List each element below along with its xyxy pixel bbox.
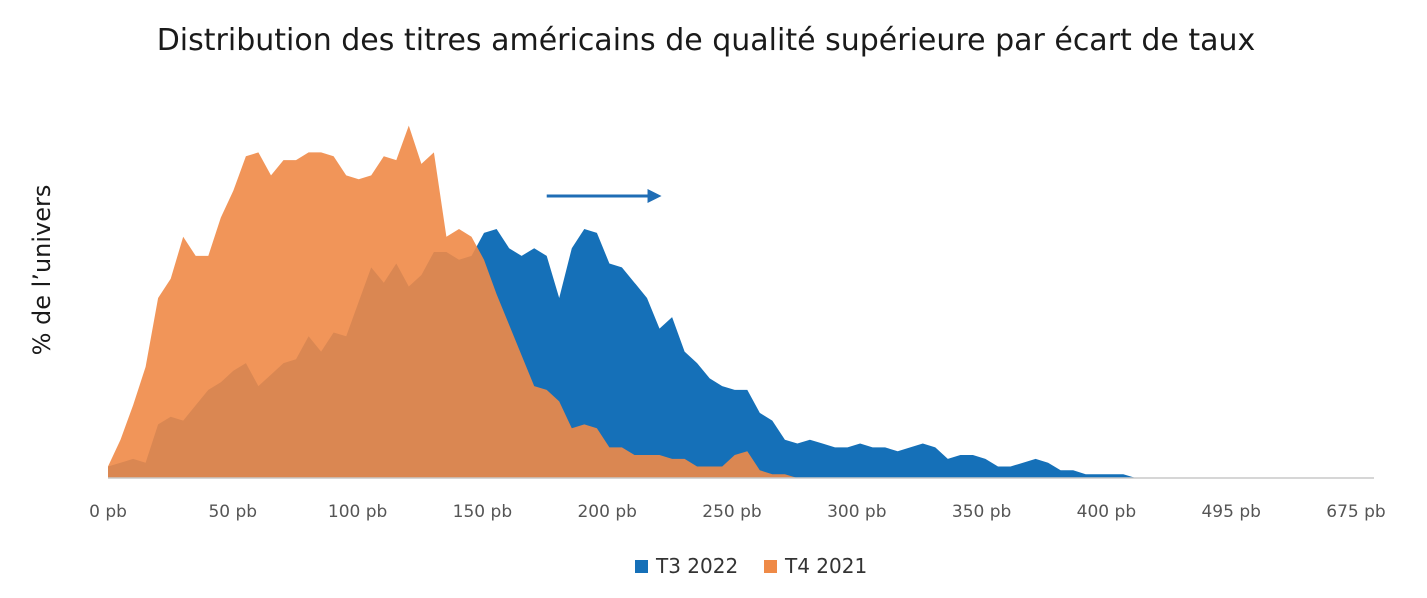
x-tick-label: 250 pb xyxy=(702,502,761,522)
x-tick-label: 50 pb xyxy=(208,502,257,522)
x-tick-layer: 0 pb 50 pb 100 pb 150 pb 200 pb 250 pb 300 pb 3… xyxy=(89,502,1386,522)
annotation-layer xyxy=(546,189,662,203)
legend-label-t4-2021: T4 2021 xyxy=(784,554,867,578)
x-tick-label: 675 pb xyxy=(1326,502,1385,522)
legend-swatch-t3-2022 xyxy=(635,560,648,573)
chart-title: Distribution des titres américains de qu… xyxy=(157,23,1256,58)
legend-swatch-t4-2021 xyxy=(764,560,777,573)
shift-arrow-head xyxy=(647,189,662,203)
x-tick-label: 495 pb xyxy=(1201,502,1260,522)
legend-label-t3-2022: T3 2022 xyxy=(655,554,738,578)
area-series-t4-2021 xyxy=(108,125,1374,478)
x-tick-label: 350 pb xyxy=(952,502,1011,522)
legend: T3 2022 T4 2021 xyxy=(635,554,867,578)
y-axis-label: % de l’univers xyxy=(28,185,56,356)
x-tick-label: 100 pb xyxy=(328,502,387,522)
x-tick-label: 200 pb xyxy=(577,502,636,522)
x-tick-label: 400 pb xyxy=(1077,502,1136,522)
x-tick-label: 300 pb xyxy=(827,502,886,522)
series-layer xyxy=(108,125,1374,478)
x-tick-label: 150 pb xyxy=(453,502,512,522)
x-tick-label: 0 pb xyxy=(89,502,127,522)
